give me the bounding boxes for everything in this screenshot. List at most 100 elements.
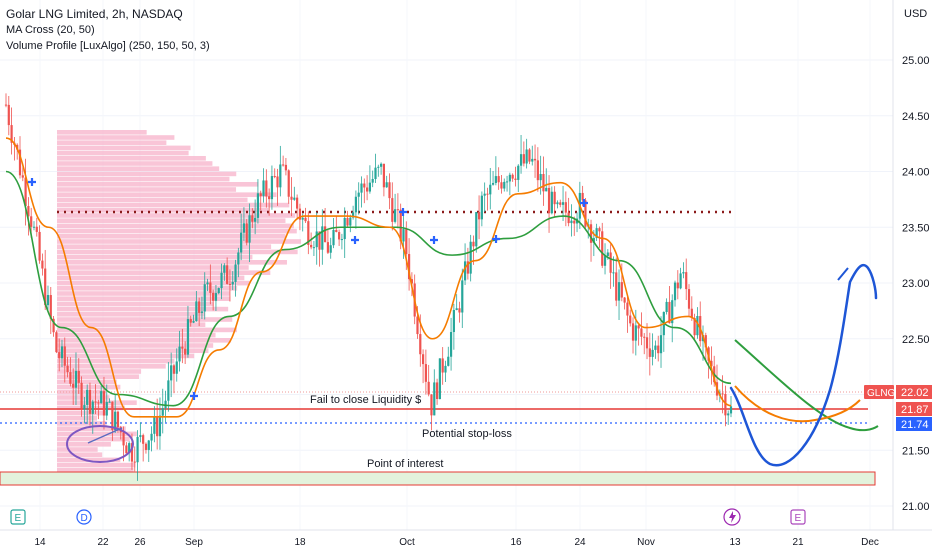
candle-body <box>206 282 209 285</box>
candle-body <box>631 323 635 341</box>
candle-body <box>128 443 131 454</box>
candle-body <box>617 282 621 301</box>
profile-bar <box>57 135 175 140</box>
candle-body <box>564 202 567 213</box>
candle-body <box>349 217 352 226</box>
candle-body <box>74 370 78 388</box>
candle-body <box>589 224 593 243</box>
profile-bar <box>57 192 277 197</box>
candle-body <box>105 402 108 416</box>
candle-body <box>200 311 204 313</box>
svg-text:21.87: 21.87 <box>901 404 929 416</box>
candle-body <box>491 182 495 185</box>
candle-body <box>270 176 274 200</box>
candle-body <box>175 361 178 374</box>
candle-body <box>130 443 134 462</box>
earnings-marker-aug[interactable]: E <box>10 509 26 525</box>
profile-bar <box>57 234 286 239</box>
candle-body <box>561 202 565 205</box>
poi-annotation: Point of interest <box>367 458 443 470</box>
last-price-badge: 22.02 <box>896 385 932 399</box>
candle-body <box>682 272 685 274</box>
candle-body <box>687 289 691 309</box>
candle-body <box>531 158 534 162</box>
candle-body <box>407 254 411 280</box>
dividend-marker[interactable]: D <box>76 509 92 525</box>
profile-bar <box>57 384 121 390</box>
candle-body <box>304 217 307 222</box>
candle-body <box>326 242 330 253</box>
candle-body <box>452 310 455 333</box>
profile-bar <box>57 239 302 244</box>
candle-body <box>354 196 358 213</box>
candle-body <box>447 356 450 366</box>
profile-bar <box>57 322 206 327</box>
candle-body <box>321 226 324 250</box>
y-tick-label: 24.50 <box>902 111 930 123</box>
symbol-title[interactable]: Golar LNG Limited, 2h, NASDAQ <box>6 7 183 21</box>
candle-body <box>156 416 159 437</box>
candle-body <box>21 175 24 178</box>
candle-body <box>226 265 229 284</box>
forecast-path <box>729 263 878 467</box>
candle-body <box>455 308 458 311</box>
candle-body <box>508 174 511 182</box>
profile-bar <box>57 374 139 379</box>
ma-cross-indicator-label[interactable]: MA Cross (20, 50) <box>6 24 95 36</box>
y-tick-label: 22.50 <box>902 334 930 346</box>
candle-body <box>122 432 125 446</box>
candle-body <box>360 183 363 193</box>
candle-body <box>254 217 257 222</box>
candle-body <box>366 187 369 192</box>
candle-body <box>629 315 632 324</box>
candle-body <box>654 345 657 350</box>
price-axis[interactable]: 21.0021.5022.0022.5023.0023.5024.0024.50… <box>902 55 930 513</box>
candle-body <box>581 192 584 201</box>
profile-bar <box>57 270 271 275</box>
candle-body <box>603 256 607 266</box>
profile-bar <box>57 218 286 223</box>
x-tick-label: 18 <box>294 537 306 548</box>
candle-body <box>466 261 469 274</box>
profile-bar <box>57 436 130 442</box>
candle-body <box>335 229 338 233</box>
candle-body <box>7 104 10 126</box>
candle-body <box>114 411 117 431</box>
earnings-marker-nov[interactable]: E <box>790 509 806 525</box>
candle-body <box>690 308 693 319</box>
time-axis[interactable]: 14 22 26 Sep 18 Oct 16 24 Nov 13 21 Dec <box>34 537 878 548</box>
profile-bar <box>57 286 238 291</box>
candle-body <box>30 216 33 227</box>
flash-event-icon[interactable] <box>723 508 741 526</box>
candle-body <box>72 383 75 388</box>
candle-body <box>519 154 523 166</box>
profile-bar <box>57 452 103 457</box>
profile-bar <box>57 213 296 218</box>
candle-body <box>645 337 649 349</box>
candle-body <box>240 232 243 253</box>
profile-bar <box>57 348 209 353</box>
profile-bar <box>57 301 214 307</box>
candle-body <box>4 104 8 106</box>
candle-body <box>399 209 402 242</box>
profile-bar <box>57 280 251 286</box>
candle-body <box>307 221 310 245</box>
candle-body <box>186 319 190 355</box>
candle-body <box>49 295 52 319</box>
candle-body <box>685 272 688 290</box>
candle-body <box>637 325 640 329</box>
candle-body <box>86 389 89 405</box>
candle-body <box>94 401 97 403</box>
candle-body <box>461 280 464 313</box>
y-tick-label: 23.00 <box>902 278 930 290</box>
ma20-line <box>5 137 732 418</box>
candle-body <box>693 318 696 336</box>
candle-body <box>463 261 467 281</box>
volume-profile-indicator-label[interactable]: Volume Profile [LuxAlgo] (250, 150, 50, … <box>6 40 210 52</box>
candle-body <box>729 406 733 414</box>
ticker-badge: GLNG <box>864 385 896 399</box>
profile-bar <box>57 296 231 301</box>
candle-body <box>259 193 262 196</box>
candle-body <box>438 358 441 399</box>
candle-body <box>606 252 609 257</box>
